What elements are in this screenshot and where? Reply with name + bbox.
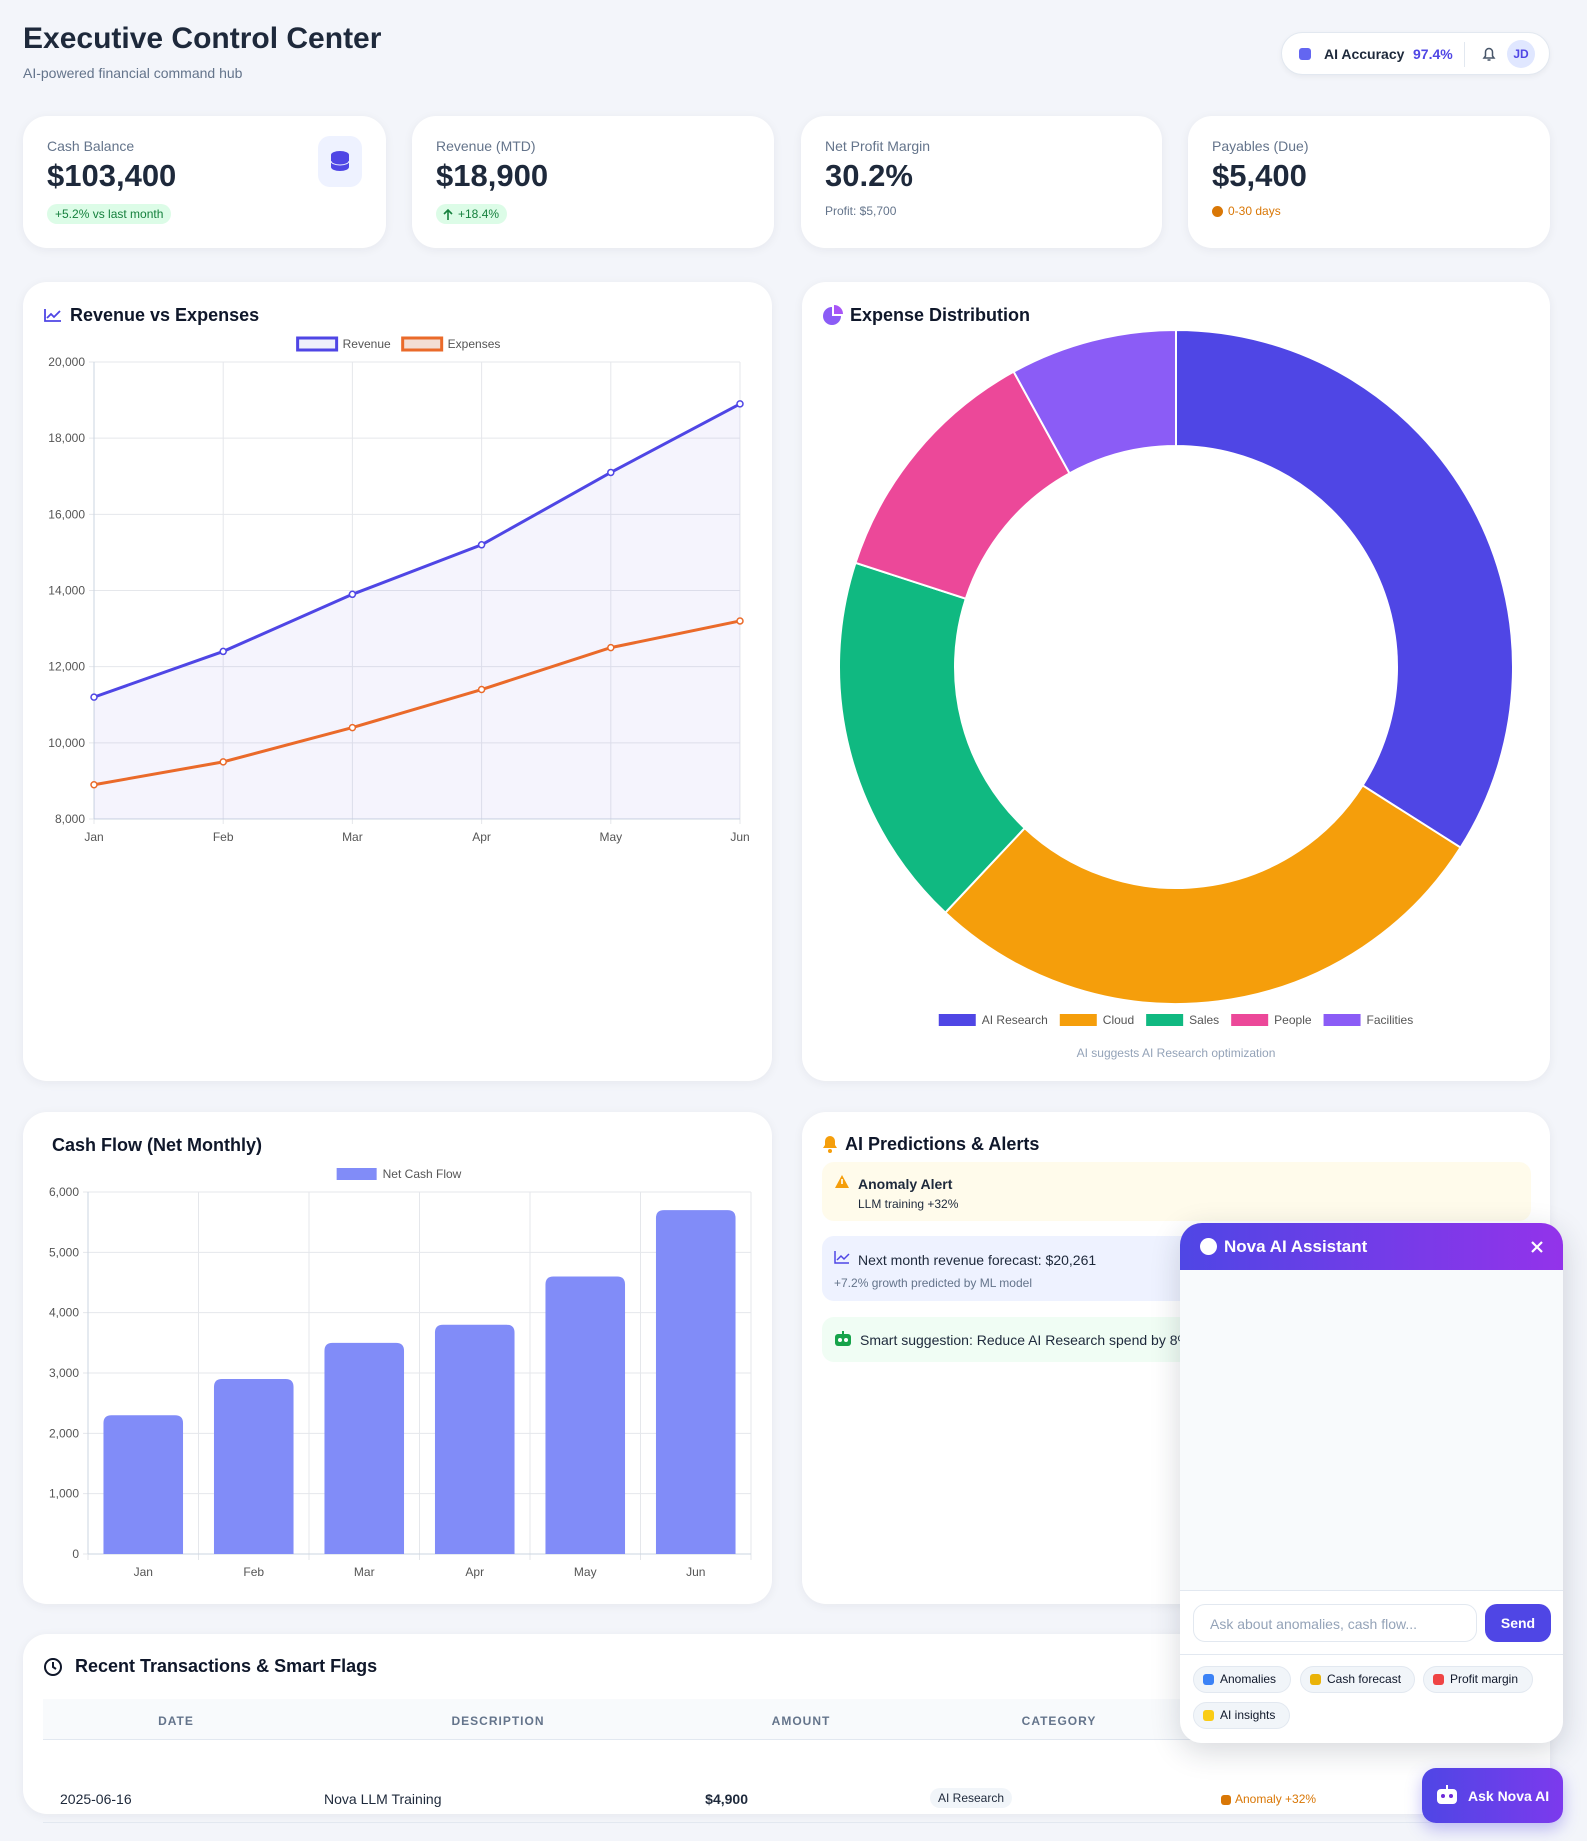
divider [1180, 1654, 1563, 1655]
kpi-badge: +18.4% [436, 204, 508, 224]
bell-icon [823, 1136, 837, 1153]
kpi-badge: +5.2% vs last month [47, 204, 172, 224]
line-chart-card [23, 282, 772, 1081]
brain-icon [1200, 1238, 1217, 1255]
forecast-detail: +7.2% growth predicted by ML model [834, 1276, 1032, 1290]
column-header: CATEGORY [1021, 1714, 1097, 1728]
doughnut-card [802, 282, 1550, 1081]
assistant-title: Nova AI Assistant [1224, 1237, 1368, 1256]
chat-input[interactable]: Ask about anomalies, cash flow... [1193, 1604, 1477, 1642]
kpi-card: Revenue (MTD) $18,900 +18.4% [412, 116, 774, 248]
column-header: DESCRIPTION [451, 1714, 545, 1728]
divider [1464, 42, 1465, 67]
kpi-note: 0-30 days [1228, 204, 1281, 218]
cell: $4,900 [705, 1791, 748, 1807]
category-badge: AI Research [929, 1788, 1013, 1808]
avatar[interactable]: JD [1507, 40, 1535, 68]
clock-icon [44, 1658, 62, 1676]
forecast-title: Next month revenue forecast: $20,261 [858, 1252, 1097, 1268]
chip-label: Profit margin [1450, 1672, 1519, 1686]
kpi-card: Cash Balance $103,400 +5.2% vs last mont… [23, 116, 386, 248]
suggestion-chip[interactable]: Cash forecast [1300, 1666, 1415, 1693]
alert-box: Anomaly Alert LLM training +32% [822, 1162, 1531, 1221]
chip-label: Anomalies [1220, 1672, 1277, 1686]
close-button[interactable] [1531, 1241, 1543, 1253]
alert-title: Anomaly Alert [858, 1176, 953, 1192]
bar-chart-card [23, 1112, 772, 1604]
robot-icon [1437, 1785, 1457, 1804]
card-title: AI Predictions & Alerts [845, 1134, 1040, 1154]
kpi-note: Profit: $5,700 [825, 204, 897, 218]
bell-icon[interactable] [1480, 45, 1498, 63]
kpi-value: $103,400 [47, 158, 177, 193]
cell: Nova LLM Training [324, 1791, 442, 1807]
flag-icon [1221, 1795, 1231, 1805]
suggestion-chip[interactable]: AI insights [1193, 1702, 1290, 1729]
column-header: DATE [158, 1714, 194, 1728]
row-divider [43, 1822, 1531, 1823]
page-subtitle: AI-powered financial command hub [23, 65, 243, 81]
send-button[interactable]: Send [1485, 1604, 1551, 1642]
status-pill: AI Accuracy 97.4% JD [1281, 32, 1550, 75]
column-header: AMOUNT [771, 1714, 831, 1728]
suggestion-text: Smart suggestion: Reduce AI Research spe… [860, 1332, 1190, 1348]
page-title: Executive Control Center [23, 22, 382, 55]
chip-label: AI insights [1220, 1708, 1276, 1722]
accuracy-label: AI Accuracy [1324, 46, 1405, 62]
kpi-value: $5,400 [1212, 158, 1307, 193]
launcher-label: Ask Nova AI [1468, 1788, 1550, 1804]
assistant-header: Nova AI Assistant [1180, 1223, 1563, 1270]
alert-detail: LLM training +32% [858, 1197, 959, 1211]
assistant-panel: Nova AI Assistant Ask about anomalies, c… [1180, 1223, 1563, 1743]
kpi-value: 30.2% [825, 158, 913, 193]
kpi-label: Net Profit Margin [825, 138, 931, 154]
flag: Anomaly +32% [1235, 1792, 1317, 1806]
launcher-button[interactable]: Ask Nova AI [1422, 1768, 1563, 1823]
accuracy-value: 97.4% [1413, 46, 1453, 62]
kpi-label: Revenue (MTD) [436, 138, 536, 154]
kpi-card: Net Profit Margin 30.2% Profit: $5,700 [801, 116, 1162, 248]
coins-icon [318, 136, 362, 187]
kpi-value: $18,900 [436, 158, 549, 193]
chip-icon [1299, 48, 1311, 60]
clock-icon [1212, 206, 1223, 217]
kpi-card: Payables (Due) $5,400 0-30 days [1188, 116, 1550, 248]
suggestion-chip[interactable]: Profit margin [1423, 1666, 1533, 1693]
up-arrow [443, 209, 453, 220]
card-title: Recent Transactions & Smart Flags [75, 1656, 378, 1676]
kpi-label: Payables (Due) [1212, 138, 1309, 154]
kpi-label: Cash Balance [47, 138, 135, 154]
cell: 2025-06-16 [60, 1791, 132, 1807]
suggestion-chip[interactable]: Anomalies [1193, 1666, 1291, 1693]
chip-label: Cash forecast [1327, 1672, 1402, 1686]
